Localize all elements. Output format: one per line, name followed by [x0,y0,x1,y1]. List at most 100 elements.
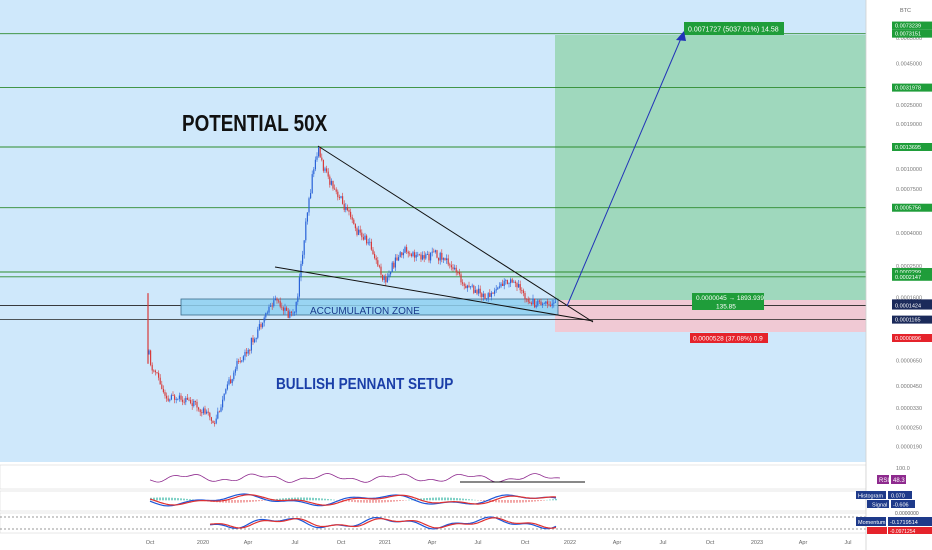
hist-bar-276 [276,498,278,501]
candle-body-3938 [393,262,395,268]
candle-body-2610 [260,324,262,328]
candle-body-2850 [284,307,286,311]
candle-body-2626 [262,322,264,328]
setup-label: BULLISH PENNANT SETUP [276,376,453,393]
hist-bar-297 [297,497,299,501]
time-tick-2: Apr [244,540,253,546]
candle-body-2482 [247,349,249,354]
price-axis-unit: BTC [900,8,911,14]
hist-bar-288 [288,497,290,501]
time-tick-5: 2021 [379,540,391,546]
candle-body-3810 [380,266,382,275]
candle-body-4066 [406,247,408,252]
price-tag-label-4: 0.0005756 [895,206,921,212]
candle-body-5442 [543,303,545,305]
candle-body-3522 [351,217,353,220]
candle-body-1570 [156,372,158,373]
candle-body-5314 [530,302,532,305]
hist-bar-306 [306,497,308,501]
chart-title: POTENTIAL 50X [182,111,327,136]
candle-body-2706 [270,305,272,307]
candle-body-5266 [526,298,528,300]
hist-bar-354 [354,500,356,503]
hist-bar-252 [252,500,254,502]
candle-body-4354 [434,250,436,253]
candle-body-3842 [383,276,385,280]
hist-bar-366 [366,500,368,503]
macd-line [149,493,557,507]
price-tick-13: 0.0000330 [896,406,922,412]
candle-body-3970 [396,257,398,261]
candle-body-2914 [290,311,292,313]
price-axis-ticks: 0.0065000 0.0045000 0.0025000 0.0019000 0.00… [896,36,922,451]
hist-bar-471 [471,499,473,501]
candle-body-5218 [521,290,523,291]
candle-body-2274 [226,384,228,390]
hist-bar-456 [456,498,458,501]
hist-bar-420 [420,498,422,501]
price-tick-11: 0.0000650 [896,358,922,364]
signal-value: -0.606 [893,503,909,509]
hist-bar-240 [240,500,242,503]
price-tag-5 [892,267,932,276]
candle-body-1762 [175,399,177,400]
candle-body-2562 [255,337,257,340]
time-axis[interactable]: Oct 2020 Apr Jul Oct 2021 Apr Jul Oct 2022 Apr Jul O… [0,534,866,550]
candle-body-3426 [342,196,344,204]
candle-body-4434 [442,258,444,260]
candle-body-1970 [196,401,198,408]
hist-bar-327 [327,499,329,501]
hist-bar-528 [528,500,530,503]
candle-body-4114 [410,254,412,257]
candle-body-3586 [358,229,360,235]
candle-body-4498 [449,264,451,266]
candle-body-1522 [151,364,153,371]
candle-body-5090 [508,283,510,284]
candle-body-5026 [502,283,504,286]
price-tick-7: 0.0004000 [896,231,922,237]
candle-body-4562 [455,267,457,273]
candle-body-2994 [298,277,300,297]
hist-bar-324 [324,498,326,501]
candle-body-4738 [473,285,475,293]
accumulation-zone-label: ACCUMULATION ZONE [310,306,420,317]
candle-body-2962 [295,301,297,313]
time-tick-7: Jul [474,540,481,546]
candle-body-4722 [471,285,473,287]
candle-body-5042 [503,280,505,286]
candle-body-2338 [233,372,235,380]
histogram-tag [856,491,886,499]
hist-bar-510 [510,500,512,503]
hist-bar-234 [234,500,236,503]
candle-body-4786 [478,288,480,294]
momentum-signal-line [209,517,557,529]
candle-body-3250 [324,168,326,171]
candle-body-3106 [310,193,312,199]
candle-body-2530 [252,337,254,343]
momentum-value: -0.1719514 [890,520,918,526]
momentum-signal-value-tag [888,527,932,534]
candle-body-1874 [186,397,188,400]
price-axis[interactable]: BTC 0.0065000 0.0045000 0.0025000 0.0019000… [856,0,932,550]
candle-body-2290 [228,379,230,385]
price-tag-label-1: 0.0073151 [895,32,921,38]
price-tag-label-0: 0.0073239 [895,24,921,30]
candle-body-5170 [516,283,518,288]
candle-body-1538 [153,370,155,372]
price-tag-3 [892,143,932,151]
candle-body-3202 [319,147,321,158]
candle-body-2770 [276,298,278,301]
candle-body-3058 [305,221,307,241]
candle-body-2450 [244,352,246,357]
candle-body-5362 [535,305,537,308]
candle-body-1842 [183,401,185,403]
candle-body-3378 [337,191,339,198]
hist-bar-285 [285,498,287,501]
price-tick-8: 0.0002500 [896,264,922,270]
hist-bar-453 [453,497,455,501]
candle-body-5378 [537,300,539,306]
hist-bar-279 [279,498,281,501]
candle-body-2194 [218,411,220,413]
candle-body-3986 [398,257,400,261]
hist-bar-459 [459,498,461,501]
